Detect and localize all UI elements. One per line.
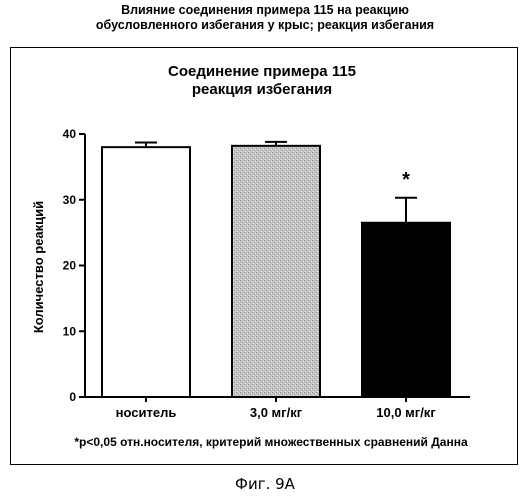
- y-tick-label: 10: [63, 324, 77, 338]
- x-tick-label: носитель: [116, 405, 177, 420]
- chart-title-line-1: Соединение примера 115: [168, 63, 356, 80]
- bar-1: [102, 147, 190, 397]
- y-axis-label: Количество реакций: [31, 201, 46, 333]
- x-tick-label: 10,0 мг/кг: [376, 405, 436, 420]
- y-tick-label: 0: [69, 390, 76, 404]
- x-tick-label: 3,0 мг/кг: [250, 405, 303, 420]
- significance-marker: *: [402, 169, 410, 191]
- chart: Соединение примера 115 реакция избегания…: [0, 0, 530, 470]
- bar-3: [362, 223, 450, 397]
- figure-caption: Фиг. 9А: [0, 475, 530, 493]
- y-tick-label: 30: [63, 193, 77, 207]
- chart-title-line-2: реакция избегания: [192, 81, 332, 98]
- y-tick-label: 40: [63, 127, 77, 141]
- footnote: *p<0,05 отн.носителя, критерий множестве…: [74, 435, 468, 449]
- bar-2: [232, 146, 320, 397]
- bars: *: [102, 142, 450, 397]
- y-tick-label: 20: [63, 259, 77, 273]
